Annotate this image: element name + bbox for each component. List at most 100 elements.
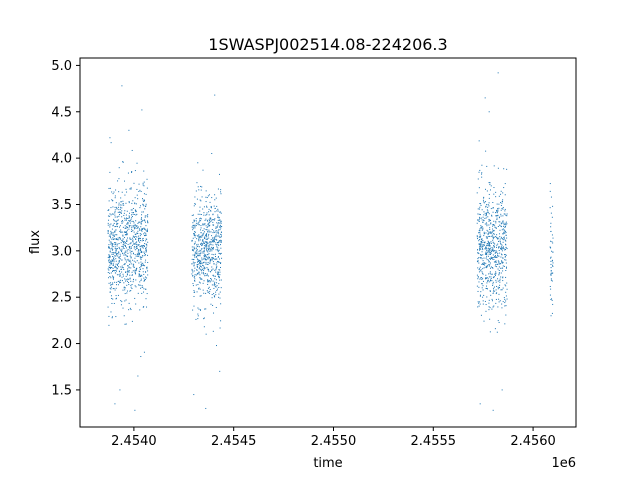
data-point xyxy=(193,296,195,298)
data-point xyxy=(489,318,491,320)
data-point xyxy=(194,256,196,258)
data-point xyxy=(129,259,131,261)
data-point xyxy=(487,211,489,213)
data-point xyxy=(196,253,198,255)
data-point xyxy=(549,285,551,287)
data-point xyxy=(496,212,498,214)
data-point xyxy=(501,222,503,224)
data-point xyxy=(496,203,498,205)
data-point xyxy=(144,235,146,237)
data-point xyxy=(493,193,495,195)
data-point xyxy=(119,206,121,208)
data-point xyxy=(479,301,481,303)
data-point xyxy=(139,256,141,258)
data-point xyxy=(142,199,144,201)
data-point xyxy=(499,229,501,231)
data-point xyxy=(551,260,553,262)
data-point xyxy=(115,253,117,255)
data-point xyxy=(119,214,121,216)
data-point xyxy=(220,212,222,214)
data-point xyxy=(111,263,113,265)
data-point xyxy=(116,264,118,266)
data-point xyxy=(481,209,483,211)
data-point xyxy=(111,317,113,319)
data-point xyxy=(483,320,485,322)
data-point xyxy=(110,142,112,144)
data-point xyxy=(501,307,503,309)
data-point xyxy=(116,254,118,256)
data-point xyxy=(550,288,552,290)
data-point xyxy=(492,248,494,250)
data-point xyxy=(121,231,123,233)
data-point xyxy=(479,214,481,216)
data-point xyxy=(502,199,504,201)
data-point xyxy=(129,243,131,245)
data-point xyxy=(218,217,220,219)
data-point xyxy=(114,238,116,240)
data-point xyxy=(216,246,218,248)
data-point xyxy=(191,258,193,260)
data-point xyxy=(485,247,487,249)
data-point xyxy=(131,226,133,228)
data-point xyxy=(497,215,499,217)
data-point xyxy=(502,267,504,269)
data-point xyxy=(130,247,132,249)
data-point xyxy=(207,275,209,277)
data-point xyxy=(114,246,116,248)
data-point xyxy=(486,251,488,253)
data-point xyxy=(209,217,211,219)
data-point xyxy=(130,188,132,190)
data-point xyxy=(111,238,113,240)
data-point xyxy=(207,248,209,250)
data-point xyxy=(485,304,487,306)
data-point xyxy=(480,254,482,256)
data-point xyxy=(500,248,502,250)
data-point xyxy=(140,250,142,252)
data-point xyxy=(203,241,205,243)
data-point xyxy=(203,273,205,275)
data-point xyxy=(220,225,222,227)
data-point xyxy=(502,262,504,264)
data-point xyxy=(193,264,195,266)
data-point xyxy=(138,221,140,223)
data-point xyxy=(135,286,137,288)
data-point xyxy=(131,225,133,227)
data-point xyxy=(477,259,479,261)
x-tick-label: 2.4555 xyxy=(411,434,457,449)
data-point xyxy=(107,222,109,224)
data-point xyxy=(112,237,114,239)
data-point xyxy=(483,220,485,222)
data-point xyxy=(121,207,123,209)
data-point xyxy=(143,291,145,293)
data-point xyxy=(484,300,486,302)
data-point xyxy=(504,230,506,232)
data-point xyxy=(138,235,140,237)
data-point xyxy=(493,245,495,247)
data-point xyxy=(486,285,487,287)
outlier-point xyxy=(497,72,499,74)
data-point xyxy=(201,243,203,245)
data-point xyxy=(122,307,124,309)
data-point xyxy=(499,278,501,280)
data-point xyxy=(198,221,200,223)
data-point xyxy=(147,261,149,263)
data-point xyxy=(127,265,129,267)
data-point xyxy=(200,236,202,238)
data-point xyxy=(131,215,133,217)
data-point xyxy=(134,270,136,272)
data-point xyxy=(199,252,201,254)
data-point xyxy=(552,264,554,266)
data-point xyxy=(125,247,127,249)
data-point xyxy=(126,217,128,219)
data-point xyxy=(139,189,141,191)
data-point xyxy=(143,227,145,229)
data-point xyxy=(476,285,478,287)
data-point xyxy=(194,248,196,250)
data-point xyxy=(506,298,508,300)
data-point xyxy=(220,233,222,235)
data-point xyxy=(215,258,217,260)
data-point xyxy=(477,276,479,278)
data-point xyxy=(550,272,552,274)
data-point xyxy=(108,247,110,249)
